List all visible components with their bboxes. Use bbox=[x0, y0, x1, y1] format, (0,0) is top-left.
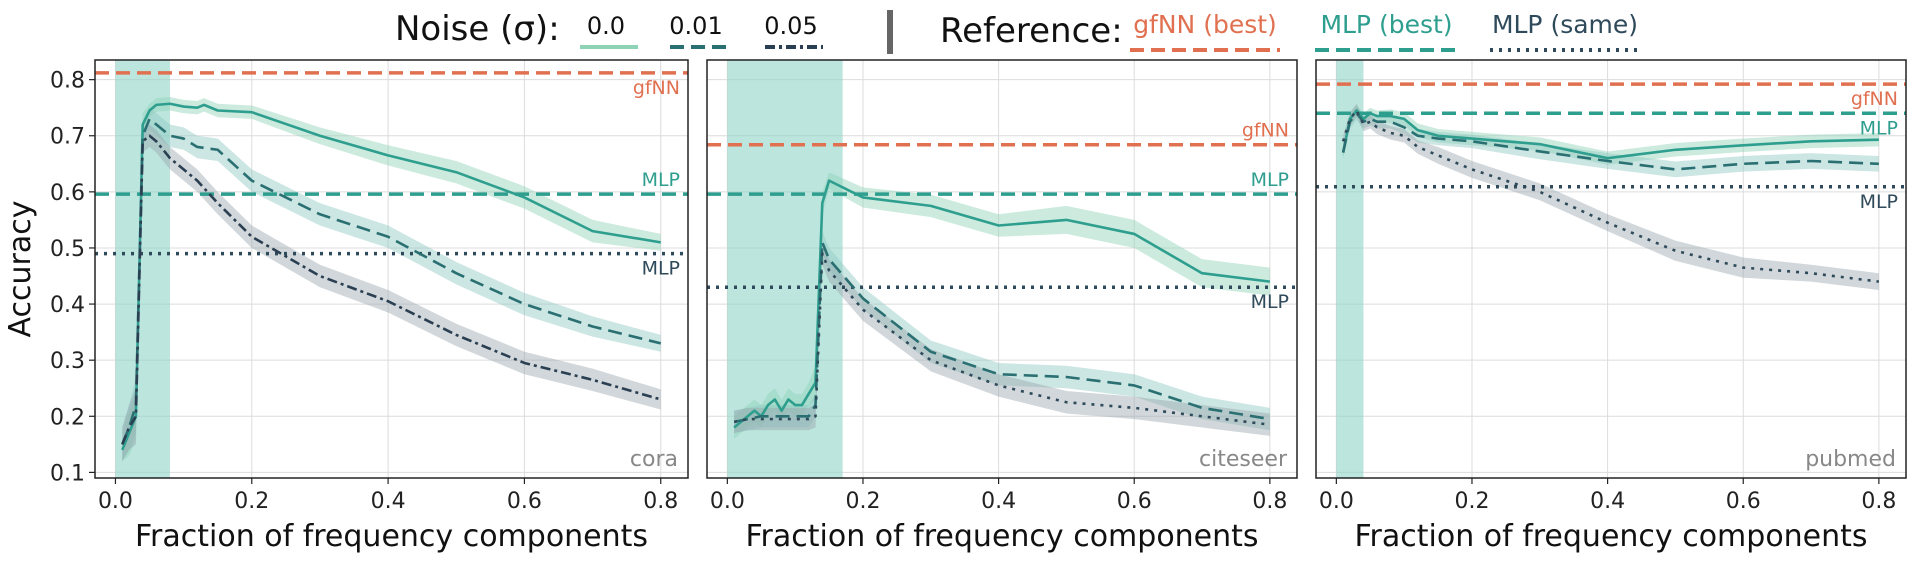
reference-label-mlp: MLP bbox=[1251, 169, 1289, 191]
series-line-noise-0.0 bbox=[1341, 109, 1879, 160]
plot-frame bbox=[706, 59, 1298, 479]
legend-reference-label: MLP (best) bbox=[1320, 10, 1452, 39]
error-band-noise-0.01 bbox=[734, 231, 1270, 434]
series-line-noise-0.01 bbox=[733, 241, 1271, 424]
error-band-noise-0.05 bbox=[1343, 103, 1879, 291]
dataset-label: citeseer bbox=[1199, 447, 1288, 472]
figure-legend: Noise (σ): 0.0 0.01 0.05 Reference: gfNN (bes… bbox=[0, 0, 1914, 62]
series-line-noise-0.05 bbox=[733, 252, 1271, 426]
reference-label-mlp: MLP bbox=[1860, 191, 1898, 213]
x-tick-label: 0.6 bbox=[1726, 489, 1761, 514]
y-tick-label: 0.5 bbox=[50, 237, 85, 262]
legend-reference-label: gfNN (best) bbox=[1133, 10, 1277, 39]
legend-noise-label: 0.01 bbox=[669, 12, 722, 40]
x-tick-label: 0.0 bbox=[98, 489, 133, 514]
x-axis-title: Fraction of frequency components bbox=[1354, 519, 1867, 554]
dataset-label: cora bbox=[630, 447, 678, 472]
chart-panel-pubmed: gfNN MLP MLP pubmed 0.0 0.2 0.4 0.6 0.8 Fraction … bbox=[1315, 59, 1907, 554]
x-tick-label: 0.4 bbox=[371, 489, 406, 514]
error-band-noise-0.0 bbox=[122, 97, 661, 462]
x-tick-label: 0.4 bbox=[1590, 489, 1625, 514]
highlight-region bbox=[727, 60, 843, 478]
error-band-noise-0.0 bbox=[734, 172, 1270, 439]
x-tick-label: 0.2 bbox=[845, 489, 880, 514]
y-tick-label: 0.7 bbox=[50, 125, 85, 150]
error-band-noise-0.05 bbox=[122, 124, 661, 462]
chart-panel-cora: gfNN MLP MLP cora 0.0 0.2 0.4 0.6 0.8 0.1 0.2 0.3 0.… bbox=[3, 59, 689, 554]
error-band-noise-0.0 bbox=[1343, 104, 1879, 165]
legend-noise-title: Noise (σ): bbox=[395, 9, 560, 49]
x-tick-label: 0.6 bbox=[1117, 489, 1152, 514]
error-band-noise-0.01 bbox=[122, 107, 661, 462]
plot-background bbox=[95, 60, 688, 478]
plot-frame bbox=[1315, 59, 1907, 479]
x-tick-label: 0.8 bbox=[643, 489, 678, 514]
legend-reference-label: MLP (same) bbox=[1492, 10, 1638, 39]
plot-background bbox=[1316, 60, 1906, 478]
x-tick-label: 0.4 bbox=[981, 489, 1016, 514]
reference-label-mlp: MLP bbox=[642, 258, 680, 280]
plot-area bbox=[95, 60, 688, 478]
legend-noise-label: 0.0 bbox=[587, 12, 625, 40]
x-tick-label: 0.0 bbox=[710, 489, 745, 514]
highlight-region bbox=[1336, 60, 1364, 478]
series-line-noise-0.01 bbox=[1341, 112, 1879, 171]
plot-frame bbox=[94, 59, 689, 479]
series-line-noise-0.01 bbox=[121, 117, 662, 445]
legend-noise-label: 0.05 bbox=[764, 12, 817, 40]
x-axis-title: Fraction of frequency components bbox=[135, 519, 648, 554]
y-tick-label: 0.8 bbox=[50, 69, 85, 94]
reference-label-mlp: MLP bbox=[1251, 291, 1289, 313]
dataset-label: pubmed bbox=[1805, 447, 1896, 472]
x-tick-label: 0.2 bbox=[1454, 489, 1489, 514]
x-axis-title: Fraction of frequency components bbox=[745, 519, 1258, 554]
y-tick-label: 0.4 bbox=[50, 293, 85, 318]
reference-label-gfnn: gfNN bbox=[633, 77, 680, 99]
error-band-noise-0.01 bbox=[1343, 106, 1879, 178]
y-tick-label: 0.2 bbox=[50, 405, 85, 430]
reference-label-gfnn: gfNN bbox=[1851, 88, 1898, 110]
y-tick-label: 0.3 bbox=[50, 349, 85, 374]
plot-area bbox=[707, 60, 1297, 478]
y-axis-title: Accuracy bbox=[3, 201, 38, 338]
legend-graphic: Noise (σ): 0.0 0.01 0.05 Reference: gfNN (bes… bbox=[395, 9, 1640, 54]
x-tick-label: 0.0 bbox=[1319, 489, 1354, 514]
x-tick-label: 0.2 bbox=[234, 489, 269, 514]
x-tick-label: 0.8 bbox=[1861, 489, 1896, 514]
reference-label-gfnn: gfNN bbox=[1242, 120, 1289, 142]
y-tick-label: 0.6 bbox=[50, 181, 85, 206]
x-tick-label: 0.6 bbox=[507, 489, 542, 514]
y-tick-label: 0.1 bbox=[50, 461, 85, 486]
reference-label-mlp: MLP bbox=[1860, 117, 1898, 139]
legend-reference-title: Reference: bbox=[940, 11, 1123, 51]
reference-label-mlp: MLP bbox=[642, 169, 680, 191]
x-tick-label: 0.8 bbox=[1252, 489, 1287, 514]
series-line-noise-0.05 bbox=[121, 134, 662, 445]
plot-area bbox=[1316, 60, 1906, 478]
series-line-noise-0.0 bbox=[733, 179, 1271, 429]
chart-panel-citeseer: gfNN MLP MLP citeseer 0.0 0.2 0.4 0.6 0.8 Fractio… bbox=[706, 59, 1298, 554]
